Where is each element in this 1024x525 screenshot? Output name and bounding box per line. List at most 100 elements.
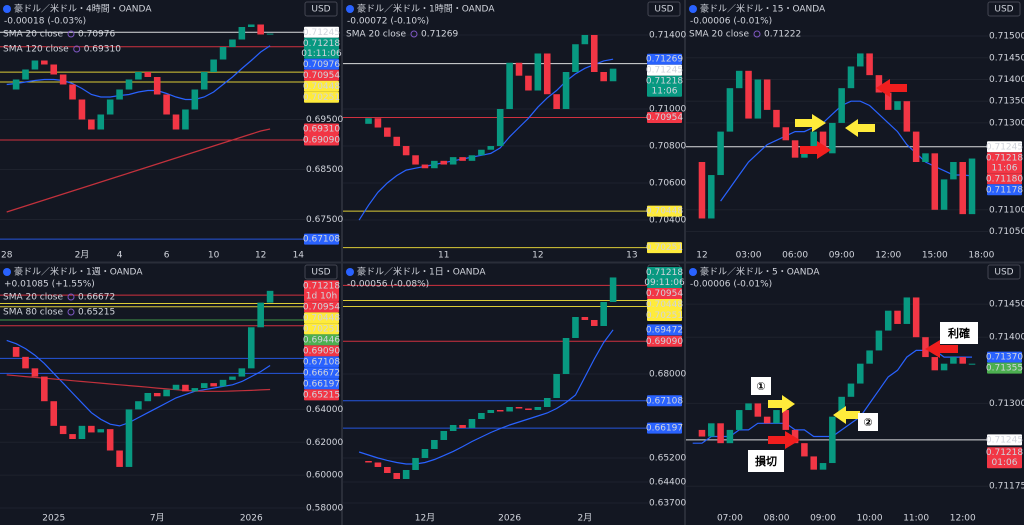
candle (12, 346, 20, 357)
x-tick-label: 12 (532, 251, 543, 261)
candle (506, 62, 513, 110)
candle (106, 99, 114, 115)
level-label: 0.71370 (986, 353, 1023, 363)
sma-line (720, 100, 973, 202)
candle (106, 429, 114, 451)
candle (838, 396, 845, 417)
level-label: 0.71269 (646, 55, 683, 65)
price-label: 0.71218 (986, 153, 1023, 163)
candle (125, 79, 133, 90)
level-label: 0.65215 (303, 390, 340, 400)
currency: USD (654, 5, 673, 15)
candle (857, 363, 864, 384)
candle (534, 53, 542, 91)
y-tick-label: 0.71500 (989, 32, 1024, 42)
candle (219, 47, 227, 60)
y-tick-label: 0.70600 (649, 179, 686, 189)
y-tick-label: 0.69500 (306, 115, 343, 125)
level-label: 0.66197 (303, 379, 340, 389)
candle (238, 27, 246, 40)
candle (708, 423, 715, 437)
candle (393, 136, 401, 147)
candle (838, 88, 845, 123)
legend-value: 0.69310 (84, 45, 121, 55)
currency: USD (994, 5, 1013, 15)
candle (959, 357, 966, 364)
panel: 0.71450 0.71400 0.71300 0.71175 07:00 08:00 09… (686, 264, 1024, 524)
x-tick-label: 12:00 (875, 251, 901, 261)
level-label: 0.71180 (986, 174, 1023, 184)
level-label: 0.70976 (303, 60, 340, 70)
price-change: -0.00006 (-0.01%) (690, 17, 772, 27)
candle (829, 416, 836, 464)
x-tick-label: 2026 (498, 514, 521, 524)
candle (745, 70, 752, 119)
price-change: +0.01085 (+1.55%) (4, 280, 95, 290)
candle (600, 71, 607, 82)
candle (894, 101, 901, 110)
candle (229, 39, 236, 47)
level-label: 0.69090 (303, 346, 340, 356)
candle (726, 429, 734, 444)
x-tick-label: 09:00 (810, 514, 836, 524)
candle (144, 392, 152, 402)
candle (543, 397, 551, 407)
y-tick-label: 0.70400 (649, 216, 686, 226)
candle (903, 101, 911, 132)
x-tick-label: 4 (117, 251, 123, 261)
arrow (768, 395, 795, 413)
candle (487, 146, 495, 150)
symbol-icon (689, 268, 697, 276)
level-label-bg (647, 242, 682, 254)
level-label-bg (647, 298, 682, 310)
y-tick-label: 0.71450 (989, 53, 1024, 63)
candle (581, 34, 589, 45)
candle (506, 406, 513, 412)
level-label: 0.71245 (303, 28, 340, 38)
level-label-bg (304, 91, 339, 103)
candle (773, 109, 780, 128)
symbol-icon (689, 5, 697, 13)
level-label: 0.67108 (646, 396, 683, 406)
level-label: 0.70448 (303, 313, 340, 323)
candle (266, 290, 274, 303)
y-tick-label: 0.71400 (649, 30, 686, 40)
chart-title: 豪ドル／米ドル・15・OANDA (700, 3, 826, 15)
price-timer: 01:11:06 (301, 49, 342, 59)
candle (412, 155, 419, 165)
candle (172, 114, 180, 130)
candle (449, 157, 457, 165)
level-label: 0.66672 (303, 368, 340, 378)
y-tick-label: 0.71050 (989, 227, 1024, 237)
y-tick-label: 0.71175 (989, 482, 1024, 492)
candle (182, 109, 189, 130)
candle (562, 71, 570, 110)
price-timer: 01:06 (992, 458, 1018, 468)
candle (135, 401, 142, 410)
level-label-bg (987, 184, 1022, 196)
level-label: 0.70448 (646, 300, 683, 310)
candle (172, 384, 180, 390)
level-label-bg (304, 345, 339, 357)
level-label: 0.70251 (303, 93, 340, 103)
level-label-bg (304, 312, 339, 324)
candle (829, 122, 836, 154)
candle (257, 24, 264, 35)
candle (440, 430, 448, 440)
candle (735, 410, 743, 430)
y-tick-label: 0.64400 (649, 477, 686, 487)
candle (525, 75, 532, 91)
level-label: 0.69446 (303, 335, 340, 345)
legend-value: 0.66672 (78, 293, 115, 303)
candle (135, 72, 142, 80)
candle (191, 388, 199, 392)
candle (229, 376, 236, 380)
candle (78, 99, 86, 120)
legend-icon (67, 293, 75, 301)
candle (78, 425, 86, 439)
level-label: 0.70448 (303, 82, 340, 92)
candle (581, 316, 589, 320)
level-label: 0.71178 (986, 185, 1023, 195)
legend-value: 0.65215 (78, 308, 115, 318)
